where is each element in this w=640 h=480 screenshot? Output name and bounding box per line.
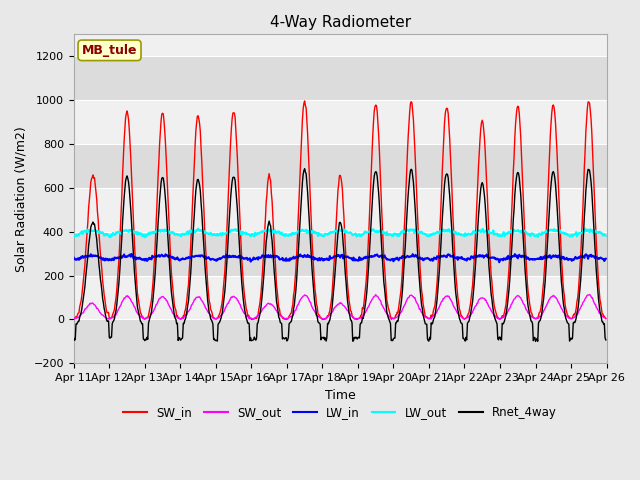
Text: MB_tule: MB_tule bbox=[82, 44, 137, 57]
Y-axis label: Solar Radiation (W/m2): Solar Radiation (W/m2) bbox=[15, 126, 28, 272]
Bar bbox=[74, 320, 607, 363]
Legend: SW_in, SW_out, LW_in, LW_out, Rnet_4way: SW_in, SW_out, LW_in, LW_out, Rnet_4way bbox=[119, 401, 561, 423]
Bar bbox=[74, 232, 607, 276]
Bar bbox=[74, 276, 607, 320]
Bar bbox=[74, 188, 607, 232]
X-axis label: Time: Time bbox=[324, 389, 356, 402]
Title: 4-Way Radiometer: 4-Way Radiometer bbox=[269, 15, 411, 30]
Bar bbox=[74, 100, 607, 144]
Bar bbox=[74, 144, 607, 188]
Bar bbox=[74, 56, 607, 100]
